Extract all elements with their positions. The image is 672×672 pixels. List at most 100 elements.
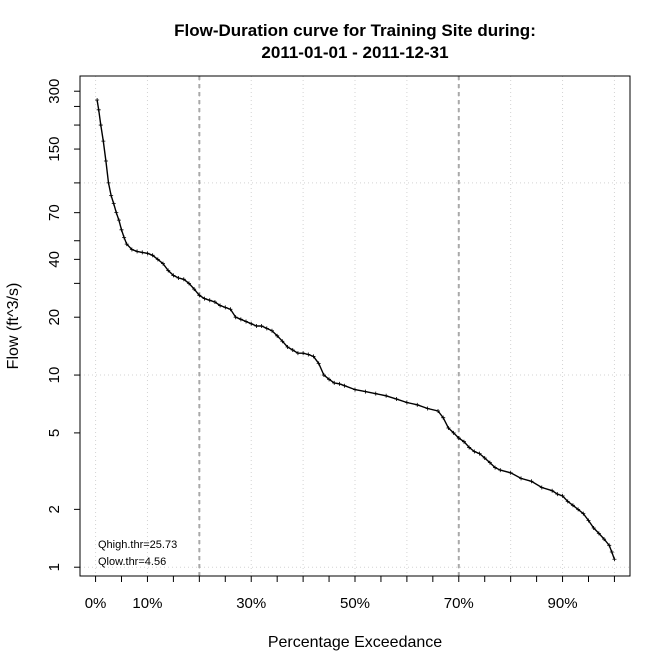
data-point bbox=[493, 465, 498, 470]
data-point bbox=[363, 389, 368, 394]
data-point bbox=[155, 257, 160, 262]
data-point bbox=[101, 139, 106, 144]
data-point bbox=[316, 361, 321, 366]
data-point bbox=[436, 409, 441, 414]
data-point bbox=[295, 351, 300, 356]
data-point bbox=[327, 377, 332, 382]
data-point bbox=[321, 373, 326, 378]
data-point bbox=[487, 460, 492, 465]
data-point bbox=[555, 492, 560, 497]
data-point bbox=[539, 485, 544, 490]
data-point bbox=[116, 218, 121, 223]
data-point bbox=[96, 107, 101, 112]
data-point bbox=[415, 402, 420, 407]
data-point bbox=[446, 426, 451, 431]
data-point bbox=[384, 393, 389, 398]
y-tick-label: 150 bbox=[46, 137, 63, 162]
x-tick-label: 70% bbox=[444, 595, 474, 612]
data-point bbox=[565, 499, 570, 504]
y-axis-label: Flow (ft^3/s) bbox=[5, 283, 22, 370]
x-axis-label: Percentage Exceedance bbox=[268, 634, 442, 651]
data-point bbox=[609, 549, 614, 554]
data-point bbox=[586, 518, 591, 523]
data-point bbox=[228, 307, 233, 312]
data-point bbox=[404, 400, 409, 405]
data-point bbox=[441, 415, 446, 420]
y-tick-label: 20 bbox=[46, 309, 63, 326]
data-point bbox=[560, 493, 565, 498]
data-point bbox=[264, 326, 269, 331]
data-point bbox=[161, 261, 166, 266]
data-point bbox=[95, 98, 100, 103]
chart-title-line-2: 2011-01-01 - 2011-12-31 bbox=[261, 43, 448, 62]
data-point bbox=[519, 476, 524, 481]
data-point bbox=[119, 227, 124, 232]
data-point bbox=[275, 333, 280, 338]
data-point bbox=[342, 383, 347, 388]
data-point bbox=[192, 287, 197, 292]
y-tick-label: 40 bbox=[46, 251, 63, 268]
data-point bbox=[98, 123, 103, 128]
data-point bbox=[176, 275, 181, 280]
data-point bbox=[140, 250, 145, 255]
data-point bbox=[576, 507, 581, 512]
data-point bbox=[223, 305, 228, 310]
data-point bbox=[186, 281, 191, 286]
y-tick-label: 70 bbox=[46, 204, 63, 221]
y-tick-label: 300 bbox=[46, 79, 63, 104]
data-point bbox=[451, 430, 456, 435]
data-point bbox=[456, 436, 461, 441]
data-point bbox=[197, 293, 202, 298]
data-point bbox=[171, 273, 176, 278]
data-point bbox=[394, 397, 399, 402]
data-point bbox=[106, 180, 111, 185]
data-point bbox=[103, 159, 108, 164]
data-point bbox=[109, 193, 114, 198]
data-point bbox=[337, 381, 342, 386]
data-point bbox=[612, 557, 617, 562]
data-point bbox=[311, 354, 316, 359]
data-point bbox=[596, 531, 601, 536]
data-point bbox=[373, 391, 378, 396]
data-point bbox=[269, 328, 274, 333]
data-point bbox=[508, 470, 513, 475]
grid-layer bbox=[80, 76, 630, 576]
data-point bbox=[124, 242, 129, 247]
chart-title-line-1: Flow-Duration curve for Training Site du… bbox=[174, 21, 536, 40]
annotation-qlow: Qlow.thr=4.56 bbox=[98, 556, 166, 568]
data-point bbox=[166, 268, 171, 273]
data-point bbox=[482, 456, 487, 461]
y-tick-label: 1 bbox=[46, 563, 63, 571]
data-point bbox=[290, 348, 295, 353]
data-point bbox=[254, 324, 259, 328]
data-point bbox=[135, 249, 140, 254]
data-point bbox=[529, 479, 534, 484]
y-tick-label: 2 bbox=[46, 505, 63, 513]
data-point bbox=[122, 235, 127, 240]
annotation-qhigh: Qhigh.thr=25.73 bbox=[98, 539, 177, 551]
data-point bbox=[114, 210, 119, 215]
data-point bbox=[602, 537, 607, 542]
data-point bbox=[353, 387, 357, 392]
data-point bbox=[111, 201, 116, 206]
data-point bbox=[280, 339, 285, 344]
data-point bbox=[550, 488, 555, 493]
data-point bbox=[233, 315, 238, 320]
y-tick-label: 5 bbox=[46, 429, 63, 437]
x-tick-label: 10% bbox=[132, 595, 162, 612]
data-point bbox=[207, 298, 212, 303]
flow-series-line bbox=[96, 99, 616, 560]
data-point bbox=[591, 525, 596, 530]
data-point bbox=[202, 296, 207, 301]
x-tick-label: 90% bbox=[548, 595, 578, 612]
data-point bbox=[570, 503, 575, 508]
data-point bbox=[244, 319, 249, 324]
threshold-lines bbox=[198, 76, 460, 576]
x-tick-label: 50% bbox=[340, 595, 370, 612]
data-point bbox=[306, 352, 311, 357]
x-tick-label: 30% bbox=[236, 595, 266, 612]
data-point bbox=[472, 449, 477, 454]
data-point bbox=[259, 324, 264, 328]
data-point bbox=[461, 439, 466, 444]
